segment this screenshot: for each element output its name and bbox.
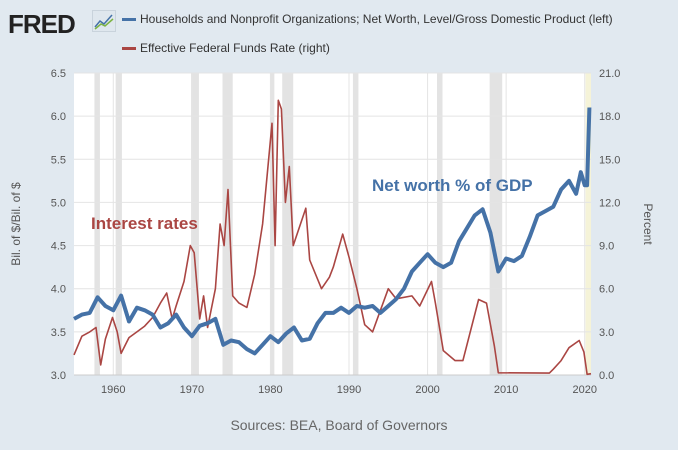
x-tick-label: 1990 — [337, 384, 361, 396]
fred-logo[interactable]: FRED — [8, 9, 76, 40]
y-tick-label: 5.5 — [51, 154, 66, 166]
legend-item-net-worth[interactable]: Households and Nonprofit Organizations; … — [122, 12, 620, 26]
x-tick-label: 2020 — [572, 384, 596, 396]
recession-band — [282, 73, 294, 375]
legend-label: Households and Nonprofit Organizations; … — [140, 12, 613, 26]
y-tick-label: 4.0 — [51, 284, 66, 296]
y-tick-label: 6.0 — [51, 111, 66, 123]
recession-band — [489, 73, 503, 375]
y-tick-label: 3.0 — [51, 370, 66, 382]
legend-swatch-red — [122, 47, 136, 50]
x-tick-label: 1970 — [180, 384, 204, 396]
recession-band — [191, 73, 199, 375]
recession-band — [437, 73, 443, 375]
x-tick-label: 2000 — [415, 384, 439, 396]
recession-band — [94, 73, 100, 375]
line-chart: 3.0 3.5 4.0 4.5 5.0 5.5 6.0 6.5 0.0 3.0 6.0 9.0 12.0… — [9, 68, 655, 396]
y-axis-label: Bil. of $/Bil. of $ — [9, 182, 23, 266]
annotation-interest-rates: Interest rates — [91, 214, 198, 233]
recession-band — [222, 73, 233, 375]
legend-swatch-blue — [122, 18, 136, 21]
y2-tick-label: 18.0 — [599, 111, 620, 123]
annotation-net-worth: Net worth % of GDP — [372, 176, 533, 195]
recession-band — [585, 73, 591, 375]
y2-tick-label: 0.0 — [599, 370, 614, 382]
legend-item-fed-funds[interactable]: Effective Federal Funds Rate (right) — [122, 41, 620, 55]
y2-tick-label: 6.0 — [599, 284, 614, 296]
y2-tick-label: 15.0 — [599, 154, 620, 166]
legend-label: Effective Federal Funds Rate (right) — [140, 41, 330, 55]
y2-tick-label: 9.0 — [599, 241, 614, 253]
y-tick-label: 4.5 — [51, 241, 66, 253]
recession-band — [352, 73, 359, 375]
y-tick-label: 5.0 — [51, 197, 66, 209]
recession-band — [270, 73, 275, 375]
y-tick-label: 6.5 — [51, 68, 66, 80]
y2-axis-label: Percent — [641, 203, 655, 245]
chart-logo-icon — [92, 10, 116, 32]
recession-band — [115, 73, 122, 375]
x-tick-label: 1980 — [258, 384, 282, 396]
logo-text: FRED — [8, 9, 76, 39]
y2-tick-label: 3.0 — [599, 327, 614, 339]
y2-tick-label: 21.0 — [599, 68, 620, 80]
source-note: Sources: BEA, Board of Governors — [230, 417, 448, 433]
y-tick-label: 3.5 — [51, 327, 66, 339]
x-tick-label: 2010 — [494, 384, 518, 396]
y2-tick-label: 12.0 — [599, 197, 620, 209]
x-tick-label: 1960 — [101, 384, 125, 396]
